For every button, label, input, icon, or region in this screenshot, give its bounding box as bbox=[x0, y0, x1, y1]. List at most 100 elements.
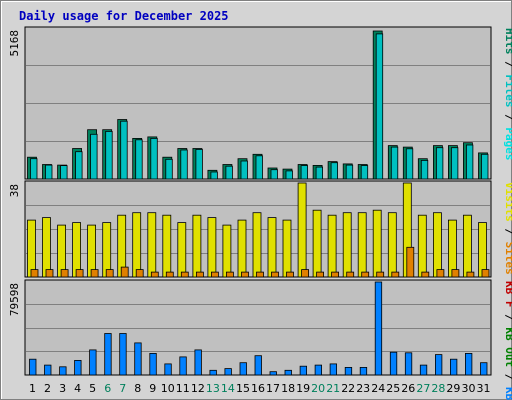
bar-sites bbox=[316, 271, 325, 278]
bar-sites bbox=[466, 271, 475, 278]
bar-visits bbox=[462, 214, 472, 278]
bar-files bbox=[405, 148, 414, 180]
x-tick-label: 21 bbox=[326, 382, 340, 395]
x-tick-label: 6 bbox=[104, 382, 111, 395]
bar-files bbox=[420, 159, 429, 180]
bar-files bbox=[375, 33, 384, 180]
x-tick-label: 10 bbox=[161, 382, 175, 395]
x-tick-label: 9 bbox=[149, 382, 156, 395]
bar-sites bbox=[135, 269, 144, 278]
legend-entry: Hits bbox=[503, 28, 512, 55]
bar-sites bbox=[391, 271, 400, 278]
bar-kb-in bbox=[134, 342, 142, 376]
x-tick-label: 20 bbox=[311, 382, 325, 395]
bar-files bbox=[390, 146, 399, 180]
y-max-label-top: 5168 bbox=[8, 30, 21, 57]
bar-visits bbox=[327, 214, 337, 278]
bar-files bbox=[90, 133, 98, 180]
bar-visits bbox=[372, 209, 382, 278]
x-tick-label: 29 bbox=[446, 382, 460, 395]
x-tick-label: 5 bbox=[89, 382, 96, 395]
bar-kb-in bbox=[74, 359, 82, 376]
bar-kb-in bbox=[449, 358, 458, 376]
bar-files bbox=[180, 149, 188, 180]
legend-entry: / bbox=[503, 108, 512, 128]
bar-kb-in bbox=[104, 333, 112, 376]
bar-sites bbox=[241, 271, 249, 278]
legend-entry: KB Out bbox=[503, 327, 512, 367]
legend-top: Hits / Files / Pages bbox=[503, 28, 512, 161]
bar-visits bbox=[42, 217, 51, 278]
legend-entry: KB F bbox=[503, 281, 512, 308]
bar-files bbox=[450, 147, 459, 180]
bar-sites bbox=[256, 271, 264, 278]
bar-kb-in bbox=[299, 365, 308, 376]
bar-files bbox=[240, 160, 248, 180]
bar-sites bbox=[376, 271, 385, 278]
bar-kb-in bbox=[254, 355, 262, 376]
bar-kb-in bbox=[389, 351, 398, 376]
x-tick-label: 28 bbox=[431, 382, 445, 395]
bar-sites bbox=[331, 271, 340, 278]
bar-kb-in bbox=[374, 281, 383, 376]
legend-entry: Sites bbox=[503, 242, 512, 275]
bar-files bbox=[120, 120, 128, 180]
x-tick-label: 17 bbox=[266, 382, 280, 395]
bar-kb-in bbox=[164, 363, 172, 376]
x-tick-label: 19 bbox=[296, 382, 310, 395]
bar-files bbox=[150, 137, 158, 180]
bar-kb-in bbox=[179, 356, 187, 376]
bar-kb-in bbox=[149, 352, 157, 376]
bar-visits bbox=[312, 209, 322, 278]
panel-top: 5168 Hits / Files / Pages bbox=[8, 26, 512, 180]
bar-sites bbox=[150, 271, 159, 278]
bar-kb-in bbox=[480, 362, 488, 376]
bar-kb-in bbox=[404, 352, 413, 376]
bar-visits bbox=[177, 222, 187, 278]
bar-kb-in bbox=[344, 366, 353, 376]
bar-sites bbox=[120, 266, 129, 278]
x-tick-label: 8 bbox=[134, 382, 141, 395]
bar-files bbox=[270, 169, 278, 180]
bar-files bbox=[60, 165, 68, 180]
bar-files bbox=[285, 170, 293, 180]
bar-sites bbox=[195, 271, 204, 278]
bar-kb-in bbox=[194, 349, 202, 376]
bar-kb-in bbox=[314, 364, 323, 376]
bar-visits bbox=[267, 217, 277, 278]
x-tick-label: 16 bbox=[251, 382, 265, 395]
bar-visits bbox=[447, 219, 457, 278]
bar-files bbox=[465, 144, 474, 180]
bar-kb-in bbox=[359, 366, 368, 376]
bar-visits bbox=[417, 214, 427, 278]
bar-files bbox=[225, 165, 233, 180]
bar-kb-in bbox=[284, 369, 292, 376]
legend-entry: / bbox=[503, 55, 512, 75]
bar-kb-in bbox=[29, 358, 37, 376]
x-tick-label: 2 bbox=[44, 382, 51, 395]
bar-files bbox=[330, 162, 339, 180]
bar-visits bbox=[102, 222, 112, 278]
bar-files bbox=[435, 147, 444, 180]
bar-files bbox=[30, 158, 38, 180]
bar-sites bbox=[60, 269, 69, 278]
legend-entry: / bbox=[503, 222, 512, 242]
bar-visits bbox=[357, 212, 367, 278]
bar-files bbox=[360, 165, 369, 180]
bar-sites bbox=[436, 269, 445, 278]
bar-files bbox=[135, 139, 143, 180]
bar-kb-in bbox=[464, 352, 473, 376]
bar-files bbox=[210, 171, 218, 180]
bar-visits bbox=[478, 222, 487, 278]
bar-files bbox=[315, 166, 324, 180]
legend-bottom: KB F / KB Out / KB In bbox=[503, 281, 512, 400]
chart-title: Daily usage for December 2025 bbox=[19, 9, 229, 23]
panel-middle: 38 Visits / Sites bbox=[8, 180, 512, 278]
y-max-label-middle: 38 bbox=[8, 184, 21, 197]
legend-middle: Visits / Sites bbox=[503, 182, 512, 275]
bar-files bbox=[195, 148, 203, 180]
bar-kb-in bbox=[119, 333, 127, 376]
bar-visits bbox=[192, 214, 202, 278]
